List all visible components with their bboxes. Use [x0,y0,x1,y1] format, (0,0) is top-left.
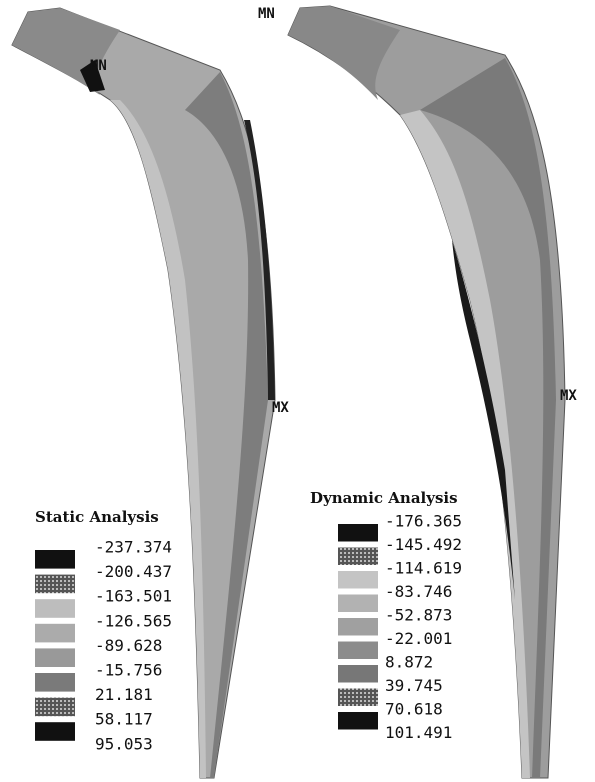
legend-swatch [35,697,75,717]
legend-value: -15.756 [95,661,162,680]
legend-swatch [35,623,75,643]
legend-swatch [338,594,378,612]
legend-swatch [338,618,378,636]
legend-title: Static Analysis [35,508,159,526]
legend-swatch [338,571,378,589]
legend-swatch [35,574,75,594]
static-model [11,7,276,779]
legend-value: 70.618 [385,700,443,719]
max-marker: MX [272,400,289,416]
legend-swatch [338,547,378,565]
legend-swatch [338,688,378,706]
legend-value: -126.565 [95,611,172,630]
legend-swatch [35,722,75,741]
legend-value: -163.501 [95,587,172,606]
legend-swatch [338,712,378,730]
legend-value: -176.365 [385,512,462,531]
legend-value: -22.001 [385,629,452,648]
legend-value: -200.437 [95,562,172,581]
legend-swatch [338,524,378,542]
legend-swatch [35,648,75,667]
legend-value: -83.746 [385,582,452,601]
legend-value: 8.872 [385,653,433,672]
max-marker: MX [560,388,577,404]
legend-value: 58.117 [95,710,153,729]
legend-value: -89.628 [95,636,162,655]
legend-value: 95.053 [95,734,153,753]
min-marker: MN [90,58,107,74]
legend-value: -145.492 [385,535,462,554]
legend-title: Dynamic Analysis [310,489,458,507]
legend-swatch [35,599,75,618]
dynamic-model [287,5,566,779]
legend-value: -52.873 [385,606,452,625]
legend-value: -237.374 [95,538,172,557]
legend-value: 39.745 [385,676,443,695]
legend-swatch [338,665,378,683]
legend-swatch [338,641,378,659]
legend-value: -114.619 [385,559,462,578]
legend-swatch [35,550,75,569]
legend-value: 21.181 [95,685,153,704]
min-marker: MN [258,6,275,22]
legend-swatch [35,673,75,692]
legend-value: 101.491 [385,723,452,742]
